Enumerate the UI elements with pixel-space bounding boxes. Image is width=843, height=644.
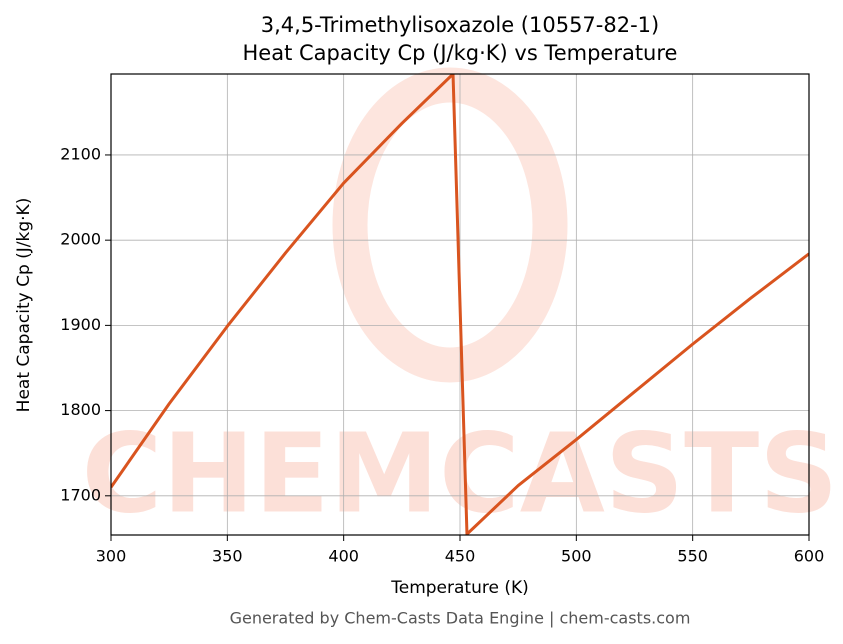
x-tick-label: 350	[212, 547, 243, 566]
chart-subtitle: Heat Capacity Cp (J/kg·K) vs Temperature	[243, 41, 678, 65]
x-tick-label: 600	[794, 547, 825, 566]
y-tick-label: 2100	[60, 144, 101, 163]
x-tick-label: 300	[96, 547, 127, 566]
y-axis-label: Heat Capacity Cp (J/kg·K)	[14, 198, 34, 413]
x-tick-label: 550	[677, 547, 708, 566]
x-axis-label: Temperature (K)	[390, 578, 529, 598]
y-tick-label: 1700	[60, 485, 101, 504]
watermark-logo	[332, 67, 568, 383]
y-tick-label: 1900	[60, 315, 101, 334]
data-line	[111, 74, 809, 535]
x-tick-label: 450	[445, 547, 476, 566]
chart-title: 3,4,5-Trimethylisoxazole (10557-82-1)	[261, 13, 659, 37]
x-tick-label: 500	[561, 547, 592, 566]
footer: Generated by Chem-Casts Data Engine | ch…	[230, 609, 691, 628]
x-tick-label: 400	[328, 547, 359, 566]
plot-frame	[110, 73, 810, 536]
plot-area	[111, 74, 809, 535]
y-tick-label: 2000	[60, 230, 101, 249]
y-tick-label: 1800	[60, 400, 101, 419]
